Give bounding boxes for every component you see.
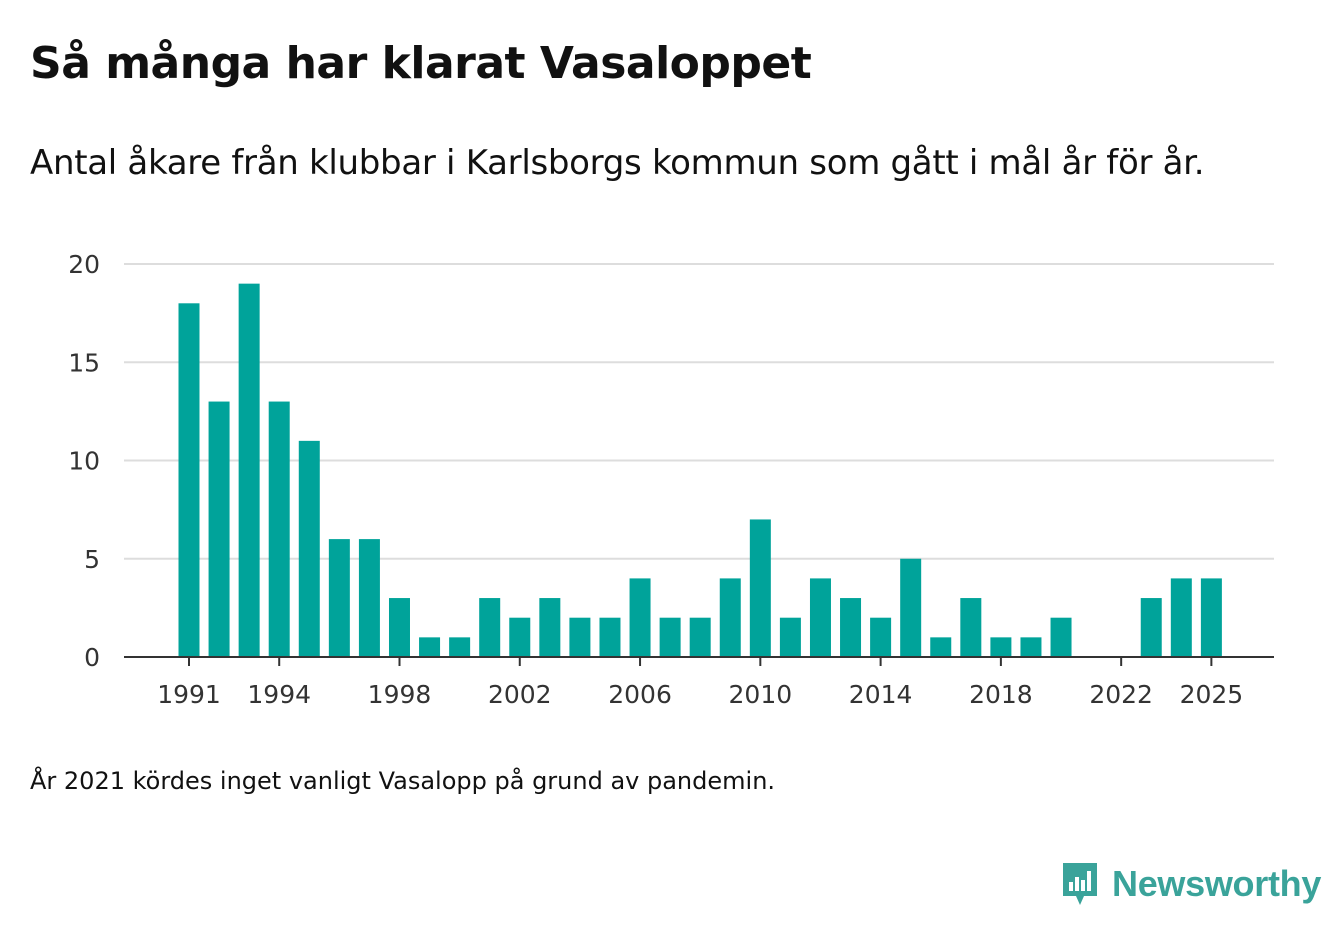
bar-2007[interactable]: 2007: 2	[659, 617, 681, 657]
bar-2008[interactable]: 2008: 2	[689, 617, 711, 657]
bars: 1991: 18 1992: 13 1993: 19 1994: 13 1995: 11…	[178, 283, 1222, 657]
x-tick-label: 1994	[247, 680, 311, 709]
y-tick-label: 20	[68, 250, 100, 279]
bar-2006[interactable]: 2006: 4	[629, 578, 651, 657]
chart-title: Så många har klarat Vasaloppet	[30, 38, 812, 89]
bar-2013[interactable]: 2013: 3	[840, 598, 862, 657]
bar-2016[interactable]: 2016: 1	[930, 637, 952, 657]
bar-2001[interactable]: 2001: 3	[479, 598, 501, 657]
x-tick-label: 2025	[1180, 680, 1244, 709]
y-tick-label: 15	[68, 348, 100, 377]
brand-name: Newsworthy	[1112, 863, 1322, 904]
bar-1998[interactable]: 1998: 3	[388, 598, 410, 657]
bar-1999[interactable]: 1999: 1	[419, 637, 441, 657]
x-tick-label: 2010	[729, 680, 793, 709]
bar-2003[interactable]: 2003: 3	[539, 598, 561, 657]
chart-subtitle: Antal åkare från klubbar i Karlsborgs ko…	[30, 143, 1205, 183]
bar-2012[interactable]: 2012: 4	[809, 578, 831, 657]
bar-1997[interactable]: 1997: 6	[358, 539, 380, 657]
bar-1996[interactable]: 1996: 6	[328, 539, 350, 657]
newsworthy-logo-icon	[1063, 863, 1097, 905]
bar-1995[interactable]: 1995: 11	[298, 440, 320, 657]
bar-2004[interactable]: 2004: 2	[569, 617, 591, 657]
x-tick-label: 1991	[157, 680, 221, 709]
x-tick-label: 2002	[488, 680, 552, 709]
bar-2015[interactable]: 2015: 5	[900, 558, 922, 657]
bar-2000[interactable]: 2000: 1	[449, 637, 471, 657]
bar-1991[interactable]: 1991: 18	[178, 303, 200, 657]
y-tick-label: 5	[84, 545, 100, 574]
y-tick-label: 10	[68, 447, 100, 476]
bar-2014[interactable]: 2014: 2	[870, 617, 892, 657]
footnote: År 2021 kördes inget vanligt Vasalopp på…	[30, 767, 776, 795]
x-tick-label: 2006	[608, 680, 672, 709]
axes: 0 5 10 15 20 1991 1994 1998 2002 2006 2010 2014 2018…	[68, 250, 1274, 709]
newsworthy-brand[interactable]: Newsworthy	[1060, 860, 1321, 908]
bar-2024[interactable]: 2024: 4	[1170, 578, 1192, 657]
bar-2023[interactable]: 2023: 3	[1140, 598, 1162, 657]
grid-lines	[124, 263, 1274, 560]
x-tick-label: 2014	[849, 680, 913, 709]
bar-1993[interactable]: 1993: 19	[238, 283, 260, 657]
y-tick-label: 0	[84, 643, 100, 672]
bar-2020[interactable]: 2020: 2	[1050, 617, 1072, 657]
bar-1992[interactable]: 1992: 13	[208, 401, 230, 657]
bar-1994[interactable]: 1994: 13	[268, 401, 290, 657]
bar-chart: 1991: 18 1992: 13 1993: 19 1994: 13 1995: 11…	[68, 250, 1274, 709]
bar-2011[interactable]: 2011: 2	[779, 617, 801, 657]
x-tick-label: 2022	[1089, 680, 1153, 709]
bar-2002[interactable]: 2002: 2	[509, 617, 531, 657]
x-tick-label: 1998	[368, 680, 432, 709]
bar-2025[interactable]: 2025: 4	[1200, 578, 1222, 657]
bar-2005[interactable]: 2005: 2	[599, 617, 621, 657]
bar-2010[interactable]: 2010: 7	[749, 519, 771, 657]
x-tick-label: 2018	[969, 680, 1033, 709]
bar-2018[interactable]: 2018: 1	[990, 637, 1012, 657]
bar-2017[interactable]: 2017: 3	[960, 598, 982, 657]
bar-2009[interactable]: 2009: 4	[719, 578, 741, 657]
